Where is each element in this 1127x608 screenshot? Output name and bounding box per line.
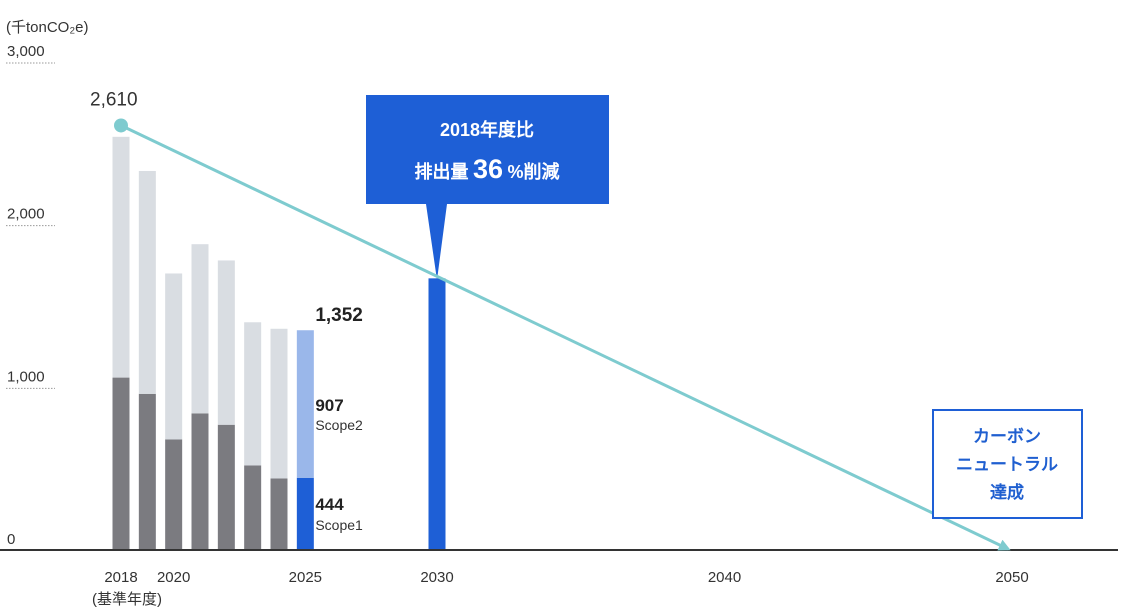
- callout-line2: 排出量 36 %削減: [415, 154, 560, 184]
- x-tick-label: 2018: [104, 569, 137, 586]
- y-tick-label: 3,000: [7, 43, 45, 60]
- scope2-series-label: Scope2: [315, 417, 363, 433]
- x-tick-label: 2020: [157, 569, 190, 586]
- bar-scope1: [270, 478, 288, 550]
- bar-scope2: [112, 136, 130, 378]
- y-tick-label: 0: [7, 531, 15, 548]
- goal-line2: ニュートラル: [956, 455, 1058, 474]
- annotations: 1,352 907 Scope2 444 Scope1: [315, 305, 363, 533]
- bar-scope1: [165, 439, 183, 550]
- bar-scope2: [165, 273, 183, 440]
- bar-scope1: [112, 377, 130, 550]
- callout-line1: 2018年度比: [440, 119, 534, 140]
- x-tick-label: 2040: [708, 569, 741, 586]
- goal-box: カーボン ニュートラル 達成: [932, 409, 1083, 519]
- total-value-label: 1,352: [315, 305, 363, 326]
- bar-scope2: [191, 244, 209, 414]
- x-tick-label: 2025: [289, 569, 322, 586]
- scope2-value-label: 907: [315, 396, 343, 415]
- x-axis: 2018 2020 2025 2030 2040 2050: [104, 569, 1028, 586]
- trend-start-dot: [114, 118, 128, 133]
- bars-group: [112, 136, 446, 550]
- trend-group: 2,610: [90, 89, 1011, 551]
- goal-box-frame: [932, 409, 1083, 519]
- scope1-series-label: Scope1: [315, 517, 363, 533]
- bar-scope2: [217, 260, 235, 425]
- x-tick-label: 2050: [995, 569, 1028, 586]
- goal-line1: カーボン: [973, 427, 1041, 446]
- reduction-callout: 2018年度比 排出量 36 %削減: [366, 95, 609, 280]
- bar-scope1: [296, 477, 314, 550]
- target-bar-2030: [428, 278, 446, 550]
- callout-number: 36: [473, 154, 503, 184]
- bar-scope1: [217, 424, 235, 550]
- bar-scope1: [244, 465, 262, 550]
- callout-suffix: %削減: [507, 161, 559, 182]
- callout-prefix: 排出量: [415, 161, 469, 182]
- unit-label: (千tonCO₂e): [6, 19, 89, 36]
- bar-scope2: [270, 328, 288, 479]
- trend-line-arrow: [120, 124, 1011, 551]
- goal-line3: 達成: [990, 482, 1024, 502]
- bar-scope1: [138, 393, 156, 550]
- bar-scope2: [244, 322, 262, 466]
- base-year-note: (基準年度): [92, 591, 162, 608]
- bar-scope2: [296, 330, 314, 478]
- y-tick-label: 2,000: [7, 206, 45, 223]
- x-tick-label: 2030: [420, 569, 453, 586]
- bar-scope1: [191, 413, 209, 550]
- callout-box: [366, 95, 609, 280]
- scope1-value-label: 444: [315, 495, 344, 514]
- y-axis: 0 1,000 2,000 3,000: [6, 43, 55, 548]
- bar-scope2: [138, 170, 156, 394]
- y-tick-label: 1,000: [7, 368, 45, 385]
- trend-start-label: 2,610: [90, 89, 138, 110]
